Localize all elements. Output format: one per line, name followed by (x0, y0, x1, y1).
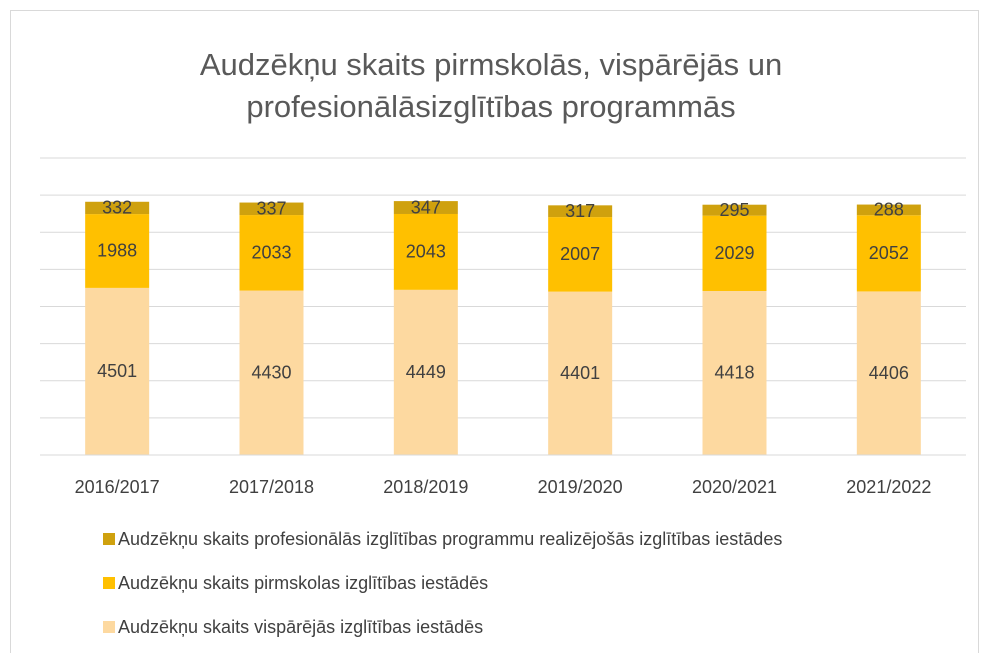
bar-segment (548, 217, 613, 292)
bar-segment (856, 215, 921, 292)
data-label: 2007 (560, 244, 600, 264)
bar-segment (548, 291, 613, 455)
bar-segment (393, 201, 458, 214)
bar-segment (856, 204, 921, 216)
data-label: 4501 (97, 361, 137, 381)
legend-swatch (103, 621, 115, 633)
bar-segment (702, 204, 767, 216)
chart-frame (10, 10, 979, 653)
data-label: 2052 (869, 243, 909, 263)
x-tick-label: 2020/2021 (692, 477, 777, 497)
data-label: 4430 (251, 363, 291, 383)
legend-label: Audzēkņu skaits vispārējās izglītības ie… (118, 617, 483, 637)
data-label: 288 (874, 200, 904, 220)
data-label: 347 (411, 197, 441, 217)
data-label: 2043 (406, 242, 446, 262)
x-tick-label: 2021/2022 (846, 477, 931, 497)
legend-label: Audzēkņu skaits profesionālās izglītības… (118, 529, 782, 549)
data-label: 1988 (97, 241, 137, 261)
bar-segment (85, 201, 150, 215)
data-label: 4449 (406, 362, 446, 382)
x-tick-label: 2017/2018 (229, 477, 314, 497)
bar-segment (856, 291, 921, 455)
bar-segment (393, 213, 458, 290)
data-label: 2033 (251, 243, 291, 263)
bar-segment (239, 215, 304, 291)
data-label: 4406 (869, 363, 909, 383)
x-tick-label: 2019/2020 (538, 477, 623, 497)
bar-segment (85, 287, 150, 455)
data-label: 317 (565, 201, 595, 221)
bar-segment (702, 290, 767, 455)
data-label: 295 (719, 200, 749, 220)
data-label: 337 (256, 199, 286, 219)
data-label: 332 (102, 198, 132, 218)
bar-segment (239, 290, 304, 455)
bar-segment (548, 205, 613, 218)
x-tick-label: 2016/2017 (75, 477, 160, 497)
data-label: 4401 (560, 363, 600, 383)
legend-label: Audzēkņu skaits pirmskolas izglītības ie… (118, 573, 488, 593)
legend-swatch (103, 533, 115, 545)
bar-segment (393, 289, 458, 455)
legend-swatch (103, 577, 115, 589)
bar-segment (239, 202, 304, 216)
bar-segment (85, 214, 150, 288)
bar-segment (702, 215, 767, 291)
data-label: 2029 (714, 243, 754, 263)
data-label: 4418 (714, 363, 754, 383)
chart-title: Audzēkņu skaits pirmskolās, vispārējās u… (199, 47, 783, 124)
x-tick-label: 2018/2019 (383, 477, 468, 497)
